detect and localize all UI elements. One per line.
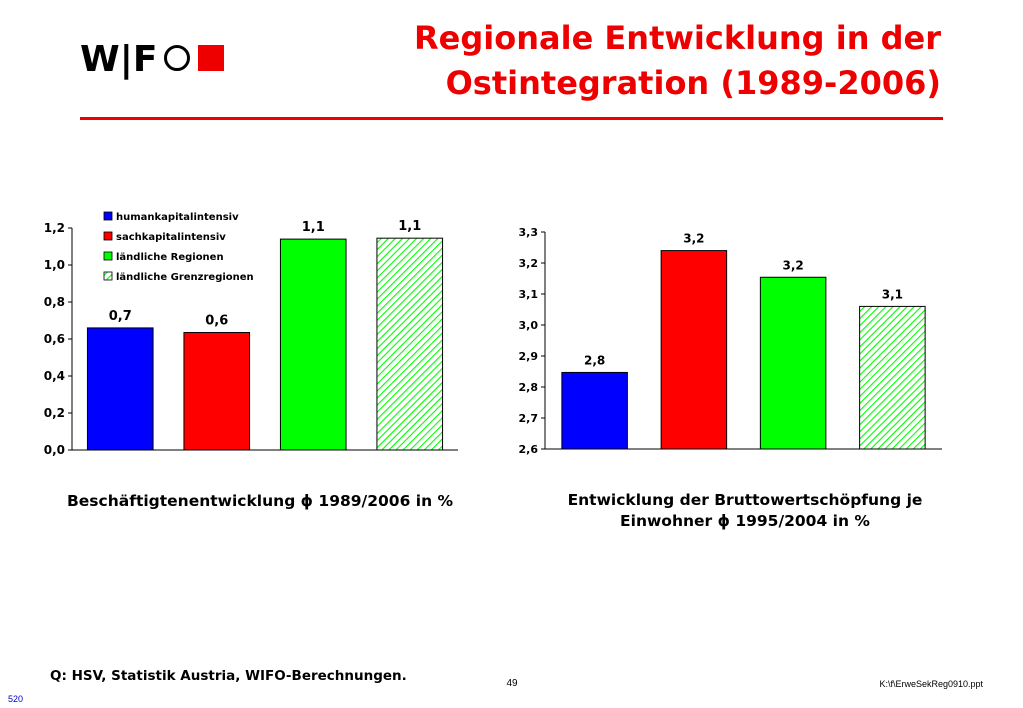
y-tick-label: 0,2	[44, 406, 65, 420]
y-tick-label: 2,8	[519, 381, 539, 394]
legend-label: ländliche Regionen	[116, 252, 224, 263]
data-label: 3,2	[782, 258, 803, 272]
logo-circle-icon	[164, 45, 190, 71]
data-label: 2,8	[584, 353, 605, 367]
bar-laendliche-grenzregionen	[859, 305, 926, 450]
legend-item: sachkapitalintensiv	[103, 231, 226, 243]
value-added-chart-caption: Entwicklung der Bruttowertschöpfung je E…	[567, 491, 923, 530]
value-added-chart: 2,6 2,7 2,8 2,9 3,0 3,1 3,2 3,3 2,8 3,2 3,2 3,1	[519, 226, 942, 456]
source-note: Q: HSV, Statistik Austria, WIFO-Berechnu…	[50, 668, 407, 684]
title-divider	[80, 117, 943, 120]
legend-label: sachkapitalintensiv	[116, 232, 226, 243]
logo-text: W|F	[80, 39, 158, 80]
y-tick-label: 1,0	[44, 258, 65, 272]
bar-sachkapitalintensiv	[183, 332, 251, 451]
legend-item: ländliche Regionen	[103, 251, 224, 263]
legend-swatch	[103, 211, 113, 221]
data-label: 1,1	[302, 220, 325, 235]
data-label: 1,1	[398, 219, 421, 234]
y-tick-label: 0,8	[44, 295, 65, 309]
logo-square-icon	[198, 45, 224, 71]
y-tick-label: 3,2	[519, 257, 539, 270]
legend-item: humankapitalintensiv	[103, 211, 239, 223]
y-tick-label: 3,3	[519, 226, 539, 239]
legend-label: humankapitalintensiv	[116, 212, 239, 223]
legend-swatch	[103, 251, 113, 261]
y-tick-label: 3,1	[519, 288, 539, 301]
page-number: 49	[506, 678, 518, 689]
bar-laendliche-grenzregionen	[376, 237, 444, 451]
y-tick-label: 0,0	[44, 443, 65, 457]
bar-humankapitalintensiv	[86, 327, 154, 451]
employment-chart: 0,0 0,2 0,4 0,6 0,8 1,0 1,2 0,7 0,6 1,1 1,1 humanka…	[44, 211, 458, 457]
data-label: 3,1	[882, 287, 903, 301]
file-path: K:\f\ErweSekReg0910.ppt	[879, 679, 983, 689]
y-tick-label: 2,6	[519, 443, 539, 456]
bar-laendliche-regionen	[279, 238, 347, 451]
bar-sachkapitalintensiv	[660, 250, 728, 450]
employment-chart-caption: Beschäftigtenentwicklung ϕ 1989/2006 in …	[66, 492, 454, 510]
bar-humankapitalintensiv	[561, 371, 628, 450]
wifo-logo: W|F	[80, 40, 230, 80]
y-tick-label: 2,7	[519, 412, 539, 425]
y-tick-label: 3,0	[519, 319, 539, 332]
data-label: 3,2	[683, 232, 704, 246]
legend-item: ländliche Grenzregionen	[103, 271, 254, 283]
page-title: Regionale Entwicklung in der Ostintegrat…	[414, 19, 941, 102]
y-tick-label: 1,2	[44, 221, 65, 235]
y-tick-label: 2,9	[519, 350, 539, 363]
data-label: 0,6	[205, 314, 228, 329]
bar-laendliche-regionen	[759, 276, 827, 450]
legend-swatch	[103, 231, 113, 241]
y-tick-label: 0,6	[44, 332, 65, 346]
legend-label: ländliche Grenzregionen	[116, 272, 254, 283]
y-tick-label: 0,4	[44, 369, 65, 383]
legend-swatch	[103, 271, 113, 281]
data-label: 0,7	[109, 309, 132, 324]
slide-id: 520	[8, 694, 24, 704]
